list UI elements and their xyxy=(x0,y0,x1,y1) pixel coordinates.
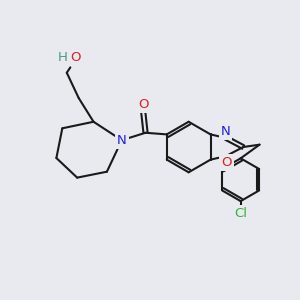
Text: O: O xyxy=(70,51,80,64)
Text: N: N xyxy=(220,125,230,138)
Text: O: O xyxy=(221,156,232,169)
Text: H: H xyxy=(57,51,67,64)
Text: N: N xyxy=(117,134,127,147)
Text: Cl: Cl xyxy=(234,207,247,220)
Text: O: O xyxy=(138,98,148,111)
